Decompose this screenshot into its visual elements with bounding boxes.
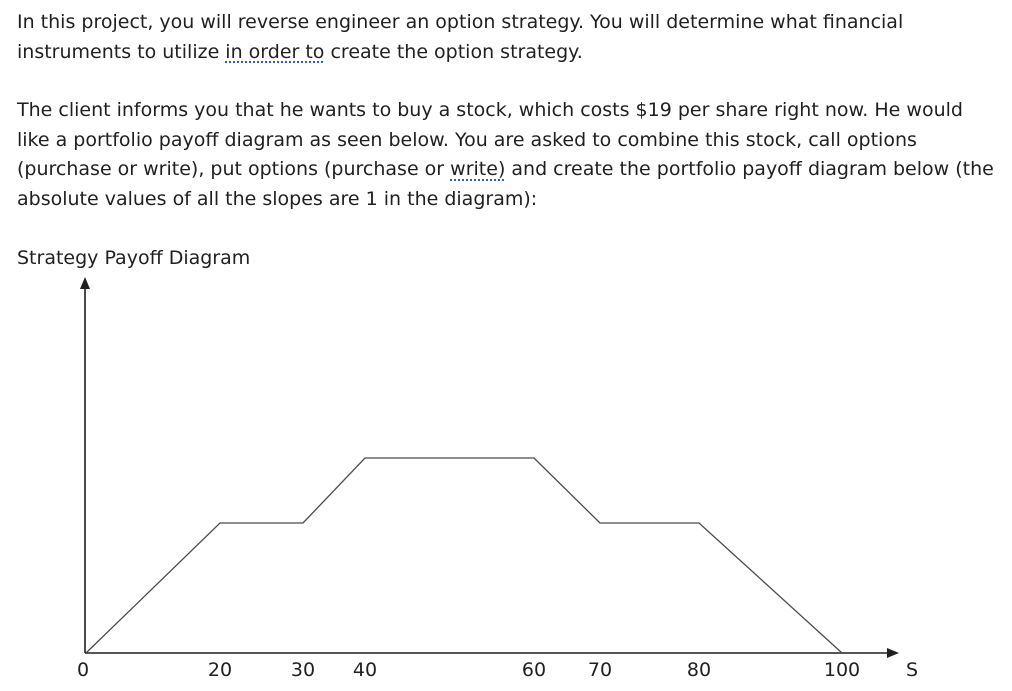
x-axis-arrow-icon <box>887 648 899 658</box>
x-tick-label: 30 <box>291 659 315 681</box>
y-axis-arrow-icon <box>80 277 90 289</box>
intro-text-2a: The client informs you that he wants to … <box>17 99 963 180</box>
diagram-title: Strategy Payoff Diagram <box>17 247 251 269</box>
axes <box>80 277 899 658</box>
x-tick-label: 100 <box>824 659 860 681</box>
intro-text-2c: and create the portfolio payoff diagram … <box>17 158 994 210</box>
intro-paragraph-2: The client informs you that he wants to … <box>17 96 997 214</box>
x-tick-label: 80 <box>687 659 711 681</box>
x-tick-label: 40 <box>353 659 377 681</box>
x-tick-labels: 0 20 30 40 60 70 80 100 <box>77 659 860 681</box>
x-tick-label: 20 <box>208 659 232 681</box>
x-axis-label: S <box>906 659 918 681</box>
x-tick-label: 70 <box>588 659 612 681</box>
intro-paragraph-1: In this project, you will reverse engine… <box>17 8 997 67</box>
intro-text-1a: In this project, you will reverse engine… <box>17 11 904 63</box>
x-tick-label: 0 <box>77 659 89 681</box>
intro-text-1b-flagged: in order to <box>225 40 325 63</box>
x-tick-label: 60 <box>522 659 546 681</box>
intro-text-2b-flagged: write) <box>450 158 506 180</box>
payoff-line <box>85 457 843 654</box>
intro-text-1c: create the option strategy. <box>324 40 583 63</box>
